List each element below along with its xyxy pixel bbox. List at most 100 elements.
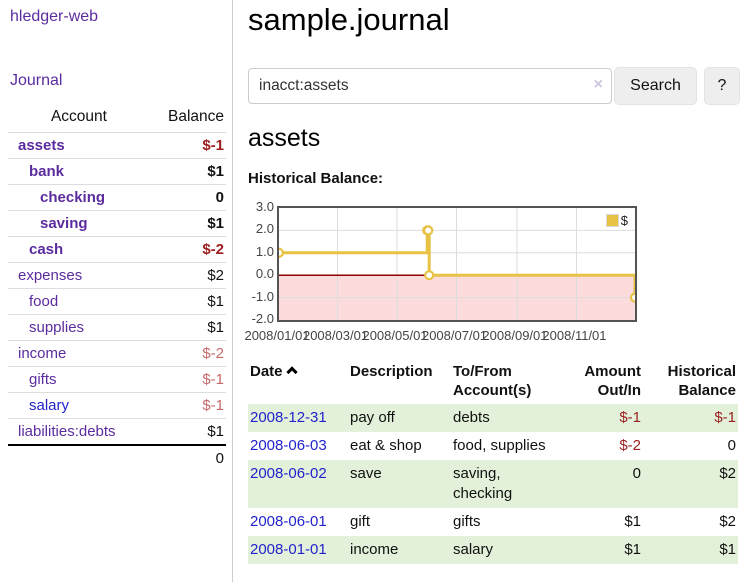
- account-balance: $2: [147, 262, 226, 289]
- register-header-amount: Amount Out/In: [584, 363, 641, 399]
- account-link[interactable]: assets: [18, 137, 65, 154]
- account-cell: liabilities:debts: [8, 418, 148, 445]
- account-cell: cash: [8, 236, 148, 263]
- account-balance: 0: [147, 184, 226, 211]
- account-row: salary $-1: [8, 392, 226, 419]
- register-balance-cell: $2: [719, 513, 736, 530]
- chart-y-tick-label: 2.0: [255, 221, 274, 237]
- account-link[interactable]: income: [18, 345, 67, 362]
- account-row: saving $1: [8, 210, 226, 237]
- account-cell: food: [8, 288, 148, 315]
- account-link[interactable]: food: [29, 293, 59, 310]
- register-header-date[interactable]: Date: [248, 360, 348, 404]
- register-date-cell: 2008-06-02: [248, 460, 348, 508]
- account-link[interactable]: gifts: [29, 371, 57, 388]
- account-cell: supplies: [8, 314, 148, 341]
- account-balance: $1: [147, 418, 226, 445]
- register-description-cell: eat & shop: [350, 437, 422, 454]
- legend-label: $: [620, 213, 628, 228]
- account-link[interactable]: cash: [29, 241, 64, 258]
- register-description-cell: income: [350, 541, 399, 558]
- account-cell: checking: [8, 184, 148, 211]
- accounts-total-value: 0: [147, 444, 226, 471]
- register-date-cell: 2008-06-03: [248, 432, 348, 460]
- account-heading: assets: [248, 124, 321, 152]
- account-cell: saving: [8, 210, 148, 237]
- account-row: income $-2: [8, 340, 226, 367]
- account-link[interactable]: saving: [40, 215, 88, 232]
- register-balance-cell: $-1: [714, 409, 736, 426]
- account-row: liabilities:debts $1: [8, 418, 226, 445]
- account-balance: $1: [147, 210, 226, 237]
- search-input[interactable]: [248, 68, 612, 104]
- chart-y-tick-label: 0.0: [255, 266, 274, 282]
- register-description-cell: save: [350, 465, 382, 482]
- register-row: 2008-06-01 gift gifts $1 $2: [248, 508, 738, 536]
- chart-legend: $: [605, 213, 628, 228]
- account-link[interactable]: salary: [29, 397, 70, 414]
- account-link[interactable]: supplies: [29, 319, 85, 336]
- accounts-header-row: Account Balance: [8, 104, 226, 133]
- accounts-table: Account Balance assets $-1 bank $1 checking 0…: [8, 104, 226, 471]
- help-button[interactable]: ?: [704, 67, 740, 105]
- search-box: ×: [248, 68, 612, 104]
- account-balance: $-2: [147, 340, 226, 367]
- account-link[interactable]: expenses: [18, 267, 83, 284]
- chart-y-tick-label: -2.0: [251, 311, 274, 326]
- account-balance: $-2: [147, 236, 226, 263]
- register-accounts-cell: food, supplies: [453, 437, 546, 454]
- account-cell: bank: [8, 158, 148, 185]
- nav-journal-link[interactable]: Journal: [10, 72, 63, 89]
- register-header-balance: Historical Balance: [667, 363, 736, 399]
- register-balance-cell: 0: [727, 437, 736, 454]
- register-date-cell: 2008-06-01: [248, 508, 348, 536]
- sidebar: hledger-web Journal Account Balance asse…: [0, 0, 233, 582]
- register-amount-cell: $-1: [619, 409, 641, 426]
- account-cell: salary: [8, 392, 148, 419]
- account-row: food $1: [8, 288, 226, 315]
- register-accounts-cell: saving, checking: [453, 465, 513, 502]
- register-date-cell: 2008-01-01: [248, 536, 348, 564]
- account-balance: $-1: [147, 392, 226, 419]
- register-description-cell: pay off: [350, 409, 395, 426]
- register-balance-cell: $2: [719, 465, 736, 482]
- register-date-link[interactable]: 2008-01-01: [250, 541, 327, 558]
- register-header-description: Description: [350, 363, 433, 380]
- chart-plot-area: $: [277, 206, 637, 322]
- account-cell: expenses: [8, 262, 148, 289]
- account-row: supplies $1: [8, 314, 226, 341]
- account-cell: income: [8, 340, 148, 367]
- register-amount-cell: 0: [632, 465, 641, 482]
- chart-y-tick-label: -1.0: [251, 288, 274, 304]
- account-balance: $1: [147, 158, 226, 185]
- account-row: bank $1: [8, 158, 226, 185]
- clear-search-icon[interactable]: ×: [593, 76, 603, 93]
- accounts-header-account: Account: [50, 108, 107, 125]
- account-link[interactable]: checking: [40, 189, 106, 206]
- register-header-row: Date Description To/From Account(s) Amoun…: [248, 360, 738, 404]
- search-form: × Search ?: [248, 67, 742, 106]
- register-row: 2008-12-31 pay off debts $-1 $-1: [248, 404, 738, 432]
- register-balance-cell: $1: [719, 541, 736, 558]
- accounts-header-balance: Balance: [167, 108, 224, 125]
- account-row: gifts $-1: [8, 366, 226, 393]
- register-date-link[interactable]: 2008-12-31: [250, 409, 327, 426]
- chart-x-tick-label: 2008/03/01: [302, 328, 369, 343]
- register-date-link[interactable]: 2008-06-01: [250, 513, 327, 530]
- chart-x-tick-label: 2008/01/01: [244, 328, 310, 343]
- search-button[interactable]: Search: [614, 67, 697, 105]
- register-date-cell: 2008-12-31: [248, 404, 348, 432]
- chart-canvas: [279, 208, 635, 320]
- account-row: checking 0: [8, 184, 226, 211]
- sort-ascending-icon: [285, 366, 298, 378]
- account-link[interactable]: liabilities:debts: [18, 423, 116, 440]
- account-balance: $1: [147, 288, 226, 315]
- chart-y-tick-label: 1.0: [255, 243, 274, 259]
- account-link[interactable]: bank: [29, 163, 65, 180]
- register-date-link[interactable]: 2008-06-03: [250, 437, 327, 454]
- register-amount-cell: $-2: [619, 437, 641, 454]
- account-balance: $-1: [147, 132, 226, 159]
- register-amount-cell: $1: [624, 513, 641, 530]
- brand-link[interactable]: hledger-web: [10, 8, 99, 25]
- register-date-link[interactable]: 2008-06-02: [250, 465, 327, 482]
